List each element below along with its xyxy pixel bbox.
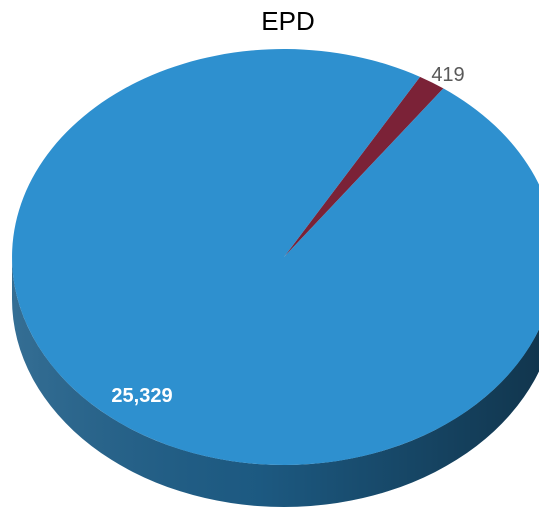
pie-data-label-0: 419 bbox=[431, 64, 464, 86]
pie-side-layer bbox=[12, 257, 539, 507]
pie-side-shade-1 bbox=[12, 257, 539, 507]
pie-data-label-1: 25,329 bbox=[111, 385, 172, 407]
pie-top-layer bbox=[12, 49, 539, 466]
chart-title: EPD bbox=[261, 6, 314, 36]
pie-slice-1[interactable] bbox=[12, 49, 539, 466]
pie-label-layer: 419 25,329 bbox=[111, 64, 464, 407]
pie-slice-0[interactable] bbox=[284, 76, 444, 258]
